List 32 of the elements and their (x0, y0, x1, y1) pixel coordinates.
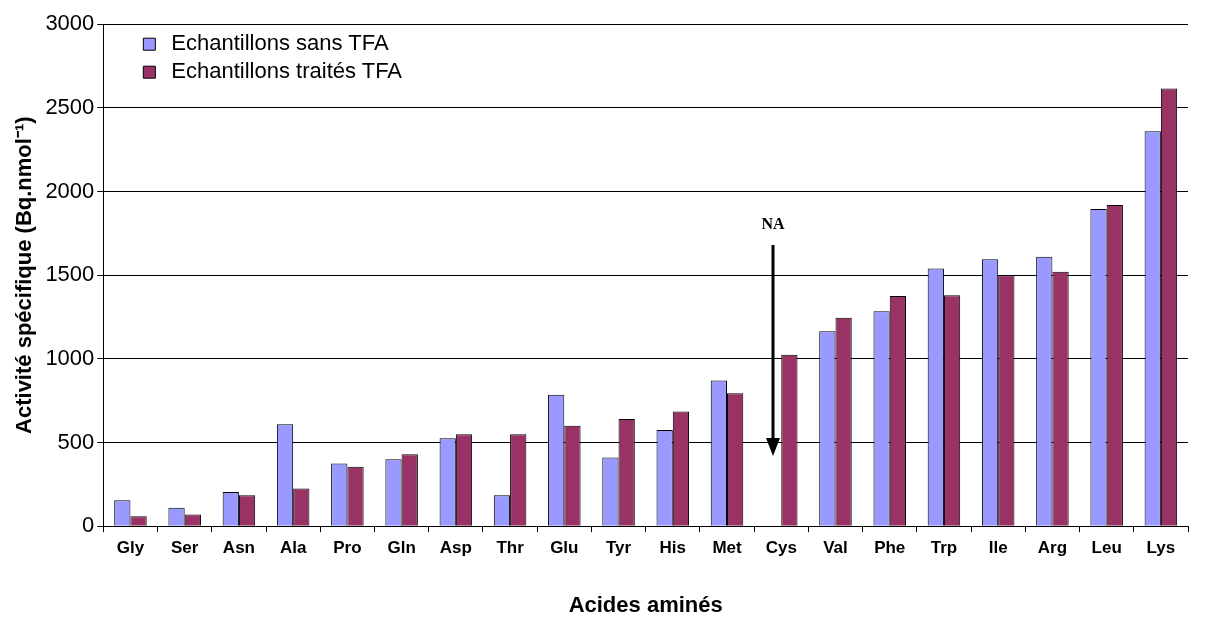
y-tick-label: 3000 (45, 10, 95, 36)
y-tick-label: 500 (57, 428, 95, 454)
x-tick-label: Ala (279, 538, 307, 558)
x-tick-label: Arg (1037, 538, 1068, 558)
x-tick-label: Gln (387, 538, 416, 558)
x-tick-label: Gly (116, 538, 145, 558)
x-tick-label: Ile (988, 538, 1008, 558)
x-tick-label: Glu (550, 538, 579, 558)
x-axis-title: Acides aminés (568, 591, 723, 617)
y-axis-title: Activité spécifique (Bq.nmol⁻¹) (11, 116, 37, 434)
x-tick-label: Trp (930, 538, 958, 558)
x-tick-label: Thr (496, 538, 525, 558)
x-tick-label: Ser (170, 538, 199, 558)
x-tick-label: Val (823, 538, 848, 558)
x-tick-label: Lys (1146, 538, 1176, 558)
x-tick-label: Leu (1091, 538, 1122, 558)
y-tick-label: 1000 (45, 344, 95, 370)
x-tick-label: Phe (874, 538, 906, 558)
x-tick-label: Pro (333, 538, 362, 558)
x-tick-label: Asp (439, 538, 472, 558)
x-tick-label: Asn (222, 538, 255, 558)
x-tick-label: His (659, 538, 687, 558)
x-tick-label: Tyr (605, 538, 632, 558)
x-tick-label: Cys (765, 538, 797, 558)
y-tick-label: 2000 (45, 177, 95, 203)
y-tick-label: 0 (82, 512, 95, 538)
annotation: NA (760, 215, 786, 234)
y-tick-label: 2500 (45, 93, 95, 119)
legend-label: Echantillons traités TFA (171, 58, 403, 84)
x-tick-label: Met (712, 538, 742, 558)
legend-label: Echantillons sans TFA (171, 30, 389, 56)
y-tick-label: 1500 (45, 261, 95, 287)
